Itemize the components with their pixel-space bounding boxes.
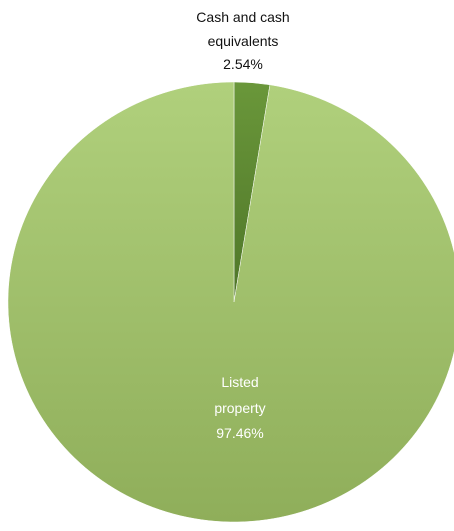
slice-label-listed-line2: property bbox=[214, 400, 265, 416]
slice-label-listed-line1: Listed bbox=[221, 374, 258, 390]
pie-slice-listed-property bbox=[7, 81, 454, 523]
slice-value-cash: 2.54% bbox=[223, 56, 263, 72]
pie-labels: Cash and cash equivalents 2.54% Listed p… bbox=[196, 9, 289, 441]
pie-slices bbox=[7, 81, 454, 523]
slice-value-listed: 97.46% bbox=[216, 425, 263, 441]
slice-label-cash-line2: equivalents bbox=[208, 33, 279, 49]
slice-label-cash-line1: Cash and cash bbox=[196, 9, 289, 25]
